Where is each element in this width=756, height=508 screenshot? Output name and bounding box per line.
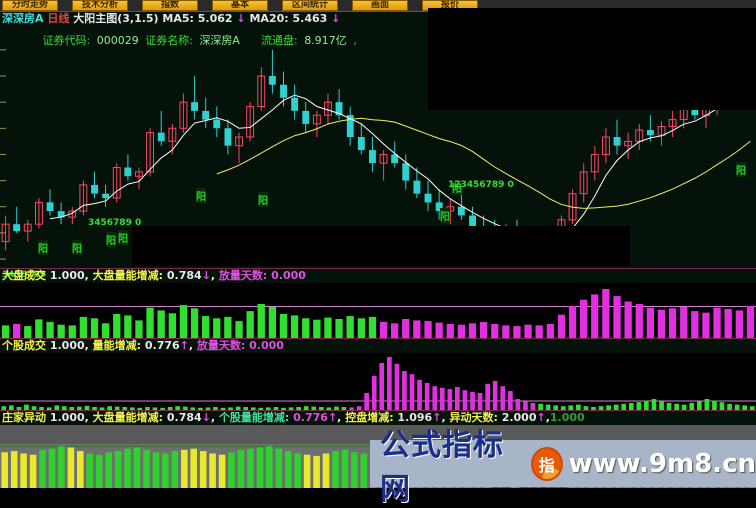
ma20-label: MA20: <box>249 12 289 25</box>
field-value: 2.000 <box>501 411 537 424</box>
name-label: 证券名称: <box>145 34 193 47</box>
chart-yang-marker: 阳 <box>118 230 128 245</box>
toolbar-separator <box>202 0 208 11</box>
ma20-arrow-icon: ↓ <box>331 12 341 25</box>
float-shares-label: 流通盘: <box>260 34 298 47</box>
panel-title: 大盘成交 <box>2 269 50 282</box>
info-comma: , <box>353 34 357 47</box>
field-value: 0.000 <box>249 339 284 352</box>
watermark-site-name: 公式指标网 <box>380 427 504 507</box>
redaction-box-topright <box>428 8 756 110</box>
gegu-volume-bars[interactable] <box>0 353 756 411</box>
toolbar-separator <box>342 0 348 11</box>
toolbar-separator <box>272 0 278 11</box>
float-shares-value: 8.917亿 <box>304 34 347 47</box>
zhuangjia-header: 庄家异动 1.000, 大盘量能增减: 0.784↓, 个股量能增减: 0.77… <box>0 411 585 425</box>
trend-arrow-icon: ↑ <box>432 411 442 424</box>
separator: , <box>441 411 446 424</box>
field-value: 1.000 <box>49 269 85 282</box>
toolbar-separator <box>412 0 418 11</box>
dapan-volume-body[interactable] <box>0 283 756 339</box>
field-value: 1.096 <box>397 411 433 424</box>
stock-name-label[interactable]: 深深房A <box>2 12 44 25</box>
panel-title: 庄家异动 <box>2 411 50 424</box>
toolbar-button-2[interactable]: 指数 <box>142 0 198 11</box>
field-label: 异动天数: <box>445 411 502 424</box>
trend-arrow-icon: ↑ <box>179 339 189 352</box>
field-label: 放量天数: <box>215 269 272 282</box>
trend-arrow-icon: ↑ <box>327 411 338 424</box>
toolbar-separator <box>132 0 138 11</box>
field-value: 1.000 <box>549 411 585 424</box>
redaction-box-midchart <box>132 226 630 266</box>
field-value: 0.776 <box>293 411 328 424</box>
chart-yang-marker: 阳 <box>452 180 462 195</box>
toolbar-button-4[interactable]: 区间统计 <box>282 0 338 11</box>
toolbar-button-0[interactable]: 分时走势 <box>2 0 58 11</box>
chart-yang-marker: 阳 <box>72 240 82 255</box>
separator: , <box>545 411 550 424</box>
ma20-value: 5.463 <box>292 12 328 25</box>
field-label: 量能增减: <box>88 339 145 352</box>
toolbar-separator <box>62 0 68 11</box>
separator: , <box>337 411 342 424</box>
field-label: 大盘量能增减: <box>88 411 167 424</box>
ma5-arrow-icon: ↓ <box>236 12 246 25</box>
field-value: 0.784 <box>166 269 202 282</box>
field-label: 大盘量能增减: <box>88 269 167 282</box>
panel-title: 个股成交 <box>2 339 50 352</box>
chart-number-note: 3456789 <box>2 270 46 280</box>
chart-yang-marker: 阳 <box>440 208 450 223</box>
trend-arrow-icon: ↑ <box>536 411 546 424</box>
code-label: 证券代码: <box>42 34 91 47</box>
period-label[interactable]: 日线 <box>47 12 70 25</box>
top-toolbar[interactable]: 分时走势 技术分析 指数 基本 区间统计 画面 报价 <box>0 0 756 11</box>
toolbar-button-1[interactable]: 技术分析 <box>72 0 128 11</box>
chart-yang-marker: 阳 <box>38 240 48 255</box>
dapan-volume-bars[interactable] <box>0 283 756 339</box>
gegu-volume-panel[interactable]: 个股成交 1.000, 量能增减: 0.776↑, 放量天数: 0.000 <box>0 338 756 411</box>
field-label: 控盘增减: <box>341 411 398 424</box>
separator: , <box>210 269 216 282</box>
field-value: 1.000 <box>49 339 85 352</box>
dapan-volume-header: 大盘成交 1.000, 大盘量能增减: 0.784↓, 放量天数: 0.000 <box>0 269 306 283</box>
gegu-volume-header: 个股成交 1.000, 量能增减: 0.776↑, 放量天数: 0.000 <box>0 339 284 353</box>
field-label: 个股量能增减: <box>215 411 294 424</box>
separator: , <box>84 411 89 424</box>
gegu-volume-body[interactable] <box>0 353 756 411</box>
chart-number-note: 3456789 0 <box>88 218 142 228</box>
trend-arrow-icon: ↓ <box>201 411 211 424</box>
field-label: 放量天数: <box>193 339 250 352</box>
toolbar-button-3[interactable]: 基本 <box>212 0 268 11</box>
main-chart-header: 深深房A 日线 大阳主图(3,1.5) MA5: 5.062 ↓ MA20: 5… <box>0 12 340 26</box>
name-value: 深深房A <box>199 34 240 47</box>
watermark-logo-icon: 指 <box>530 446 563 481</box>
field-value: 0.784 <box>166 411 202 424</box>
separator: , <box>188 339 194 352</box>
ma5-value: 5.062 <box>197 12 233 25</box>
field-value: 1.000 <box>49 411 85 424</box>
chart-number-note: 123456789 0 <box>448 180 514 190</box>
code-value: 000029 <box>96 34 139 47</box>
toolbar-button-5[interactable]: 画面 <box>352 0 408 11</box>
field-value: 0.000 <box>271 269 306 282</box>
separator: , <box>84 269 89 282</box>
chart-yang-marker: 阳 <box>106 232 116 247</box>
chart-yang-marker: 阳 <box>258 192 268 207</box>
indicator-title: 大阳主图(3,1.5) <box>73 12 159 25</box>
stock-info-row: 证券代码: 000029 证券名称: 深深房A 流通盘: 8.917亿 , <box>0 34 756 48</box>
separator: , <box>84 339 89 352</box>
ma5-label: MA5: <box>162 12 194 25</box>
chart-yang-marker: 阳 <box>196 188 206 203</box>
chart-yang-marker: 阳 <box>736 162 746 177</box>
trend-arrow-icon: ↓ <box>201 269 211 282</box>
field-value: 0.776 <box>144 339 180 352</box>
watermark-url: www.9m8.cn <box>568 448 756 479</box>
watermark-banner: 公式指标网 指 www.9m8.cn <box>370 428 756 507</box>
dapan-volume-panel[interactable]: 大盘成交 1.000, 大盘量能增减: 0.784↓, 放量天数: 0.000 <box>0 268 756 339</box>
separator: , <box>210 411 216 424</box>
